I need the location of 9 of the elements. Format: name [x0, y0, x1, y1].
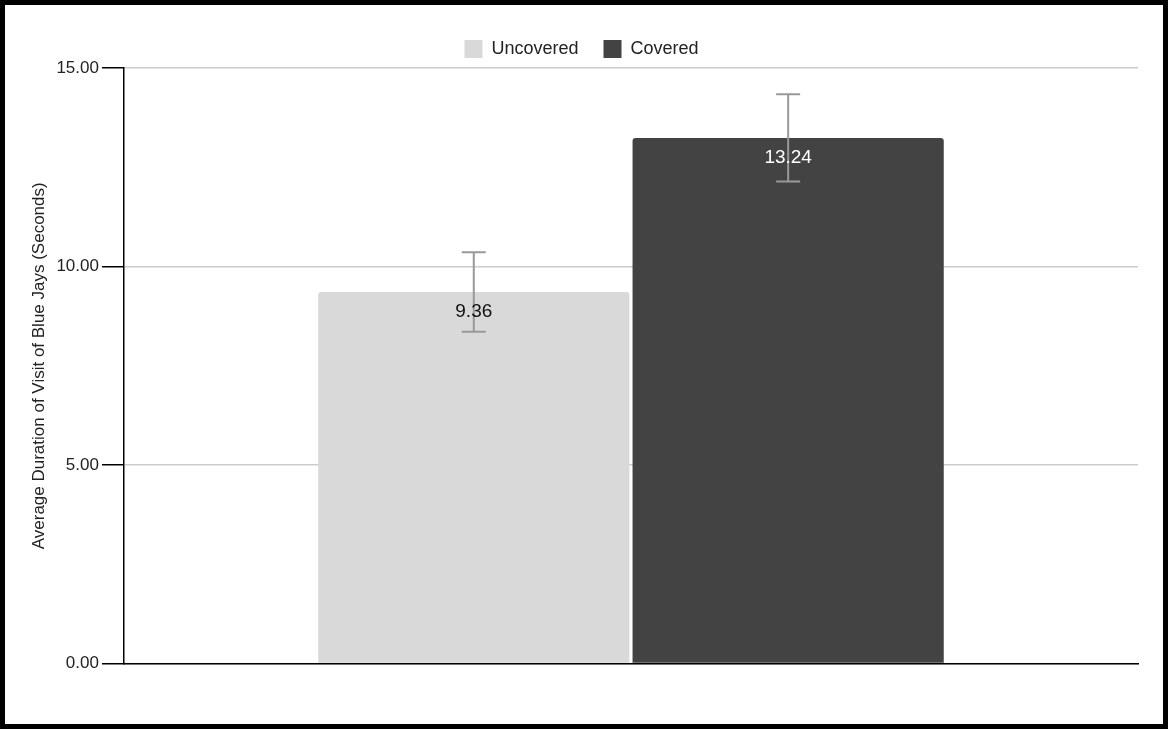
y-tick-label: 10.00	[56, 256, 99, 276]
data-label: 9.36	[455, 299, 493, 321]
legend-label: Covered	[630, 37, 699, 58]
y-tick-label: 15.00	[56, 57, 99, 77]
y-tick-label: 0.00	[65, 653, 99, 673]
y-axis-title: Average Duration of Visit of Blue Jays (Seconds)	[28, 182, 48, 550]
data-label: 13.24	[764, 145, 813, 167]
y-tick-label: 5.00	[65, 454, 99, 474]
legend-label: Uncovered	[491, 37, 579, 58]
